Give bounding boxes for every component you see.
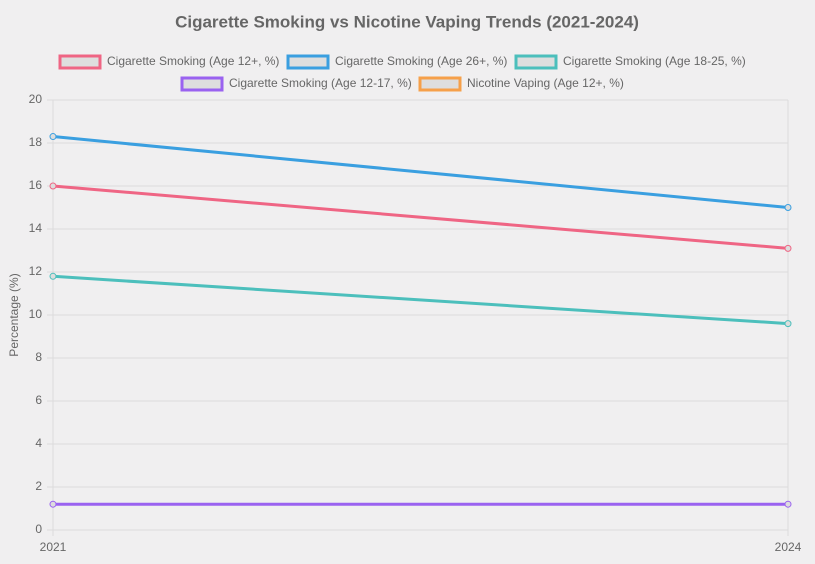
x-tick-label: 2024 (775, 540, 802, 554)
y-tick-label: 16 (29, 178, 43, 192)
data-point (49, 182, 57, 190)
series-line (52, 135, 789, 209)
data-point (784, 244, 792, 252)
y-tick-label: 10 (29, 307, 43, 321)
legend-swatch (514, 54, 558, 70)
data-point (784, 320, 792, 328)
data-point (49, 133, 57, 141)
legend-swatch (180, 76, 224, 92)
y-tick-label: 8 (35, 350, 42, 364)
chart-title: Cigarette Smoking vs Nicotine Vaping Tre… (175, 12, 639, 31)
y-axis-label: Percentage (%) (7, 273, 21, 356)
x-tick-label: 2021 (40, 540, 67, 554)
y-tick-label: 18 (29, 135, 43, 149)
y-tick-label: 4 (35, 436, 42, 450)
y-tick-label: 12 (29, 264, 43, 278)
legend-swatch (418, 76, 462, 92)
legend-label: Nicotine Vaping (Age 12+, %) (467, 76, 624, 90)
y-tick-label: 20 (29, 92, 43, 106)
series-line (52, 274, 789, 326)
y-tick-label: 6 (35, 393, 42, 407)
y-tick-label: 0 (35, 522, 42, 536)
data-point (784, 204, 792, 211)
data-point (784, 500, 792, 508)
y-tick-label: 2 (35, 479, 42, 493)
legend-swatch (58, 54, 102, 70)
y-tick-label: 14 (29, 221, 43, 235)
legend-label: Cigarette Smoking (Age 12-17, %) (229, 76, 412, 90)
legend-label: Cigarette Smoking (Age 18-25, %) (563, 54, 746, 68)
series-line (52, 184, 789, 250)
legend-label: Cigarette Smoking (Age 12+, %) (107, 54, 279, 68)
legend-label: Cigarette Smoking (Age 26+, %) (335, 54, 507, 68)
data-point (49, 500, 57, 508)
legend-swatch (286, 54, 330, 70)
data-point (49, 272, 57, 280)
